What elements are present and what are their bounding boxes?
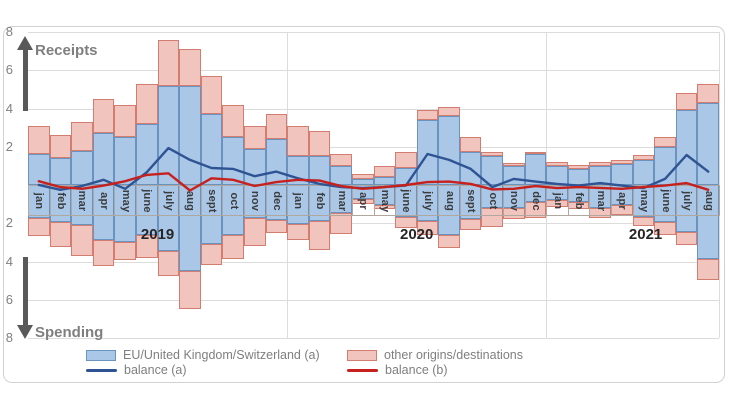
legend-swatch-other (347, 349, 377, 361)
spending-axis-label: Spending (35, 324, 104, 341)
receipts-arrow-shaft (23, 49, 28, 111)
legend-swatch-balance-a (86, 368, 117, 372)
receipts-arrow-icon (17, 36, 33, 50)
legend-label-other: other origins/destinations (384, 348, 523, 362)
chart-frame (3, 26, 725, 383)
legend-swatch-eu (86, 349, 116, 361)
receipts-axis-label: Receipts (35, 42, 98, 59)
legend-item-other: other origins/destinations (347, 348, 523, 362)
legend-item-balance-b: balance (b) (347, 363, 448, 377)
legend-item-eu: EU/United Kingdom/Switzerland (a) (86, 348, 320, 362)
legend-item-balance-a: balance (a) (86, 363, 187, 377)
legend-label-balance-a: balance (a) (124, 363, 187, 377)
legend-label-balance-b: balance (b) (385, 363, 448, 377)
spending-arrow-icon (17, 325, 33, 339)
spending-arrow-shaft (23, 257, 28, 326)
legend-swatch-balance-b (347, 368, 378, 372)
legend-label-eu: EU/United Kingdom/Switzerland (a) (123, 348, 320, 362)
